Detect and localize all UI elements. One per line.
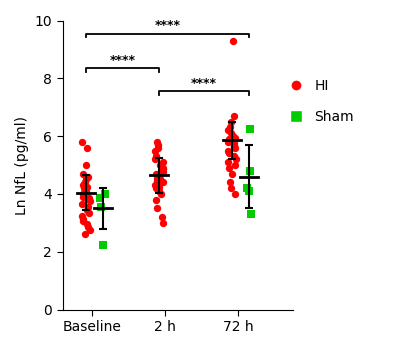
Point — [85, 174, 92, 179]
Point — [100, 242, 107, 247]
Point — [84, 184, 90, 190]
Point — [81, 181, 87, 187]
Point — [227, 125, 234, 130]
Point — [78, 201, 85, 207]
Point — [248, 211, 254, 217]
Point — [85, 204, 91, 210]
Point — [154, 145, 161, 150]
Point — [225, 159, 232, 165]
Point — [85, 224, 91, 230]
Text: ****: **** — [154, 19, 180, 32]
Point — [246, 188, 252, 194]
Point — [152, 197, 159, 202]
Point — [226, 136, 232, 142]
Point — [160, 180, 166, 185]
Point — [232, 135, 238, 140]
Point — [232, 191, 238, 197]
Point — [79, 139, 85, 145]
Point — [84, 207, 90, 213]
Point — [157, 177, 164, 182]
Point — [86, 195, 92, 201]
Point — [231, 143, 237, 149]
Point — [156, 172, 163, 178]
Point — [247, 126, 254, 132]
Point — [231, 141, 238, 146]
Point — [87, 227, 93, 233]
Point — [231, 142, 237, 148]
Point — [98, 204, 104, 210]
Point — [244, 185, 250, 191]
Point — [155, 188, 162, 194]
Point — [87, 198, 93, 204]
Point — [160, 166, 166, 172]
Point — [224, 148, 231, 153]
Point — [82, 187, 88, 192]
Point — [80, 194, 87, 200]
Point — [160, 159, 166, 165]
Point — [226, 165, 232, 171]
Point — [157, 162, 163, 168]
Point — [153, 154, 160, 159]
Point — [232, 162, 238, 168]
Point — [155, 142, 161, 148]
Point — [228, 138, 234, 143]
Point — [225, 128, 232, 133]
Point — [80, 191, 86, 197]
Point — [80, 216, 86, 221]
Point — [156, 174, 162, 179]
Point — [158, 168, 165, 173]
Point — [84, 145, 90, 150]
Point — [80, 218, 86, 224]
Point — [230, 133, 236, 139]
Point — [227, 119, 234, 125]
Point — [154, 178, 160, 184]
Point — [82, 177, 89, 182]
Point — [232, 145, 238, 150]
Point — [80, 191, 86, 197]
Point — [97, 195, 104, 201]
Y-axis label: Ln NfL (pg/ml): Ln NfL (pg/ml) — [15, 116, 29, 215]
Point — [152, 148, 158, 153]
Text: ****: **** — [110, 54, 136, 67]
Point — [152, 183, 158, 188]
Point — [154, 206, 160, 211]
Point — [160, 170, 166, 175]
Legend: HI, Sham: HI, Sham — [277, 74, 360, 129]
Point — [229, 171, 236, 177]
Point — [154, 139, 160, 145]
Text: ****: **** — [191, 77, 217, 90]
Point — [82, 180, 88, 185]
Point — [84, 222, 90, 227]
Point — [230, 38, 236, 44]
Point — [154, 175, 160, 181]
Point — [225, 139, 232, 145]
Point — [80, 171, 86, 177]
Point — [156, 184, 162, 190]
Point — [86, 210, 92, 216]
Point — [83, 188, 89, 194]
Point — [227, 180, 233, 185]
Point — [102, 191, 109, 197]
Point — [158, 191, 164, 197]
Point — [82, 232, 88, 237]
Point — [83, 162, 89, 168]
Point — [80, 183, 86, 188]
Point — [231, 113, 237, 119]
Point — [247, 168, 253, 173]
Point — [231, 154, 238, 159]
Point — [228, 131, 234, 136]
Point — [228, 185, 234, 191]
Point — [233, 156, 240, 162]
Point — [159, 165, 166, 171]
Point — [81, 185, 87, 191]
Point — [152, 185, 159, 191]
Point — [81, 190, 88, 195]
Point — [226, 151, 233, 156]
Point — [79, 213, 85, 218]
Point — [160, 220, 166, 226]
Point — [153, 171, 160, 177]
Point — [158, 214, 165, 220]
Point — [152, 156, 159, 162]
